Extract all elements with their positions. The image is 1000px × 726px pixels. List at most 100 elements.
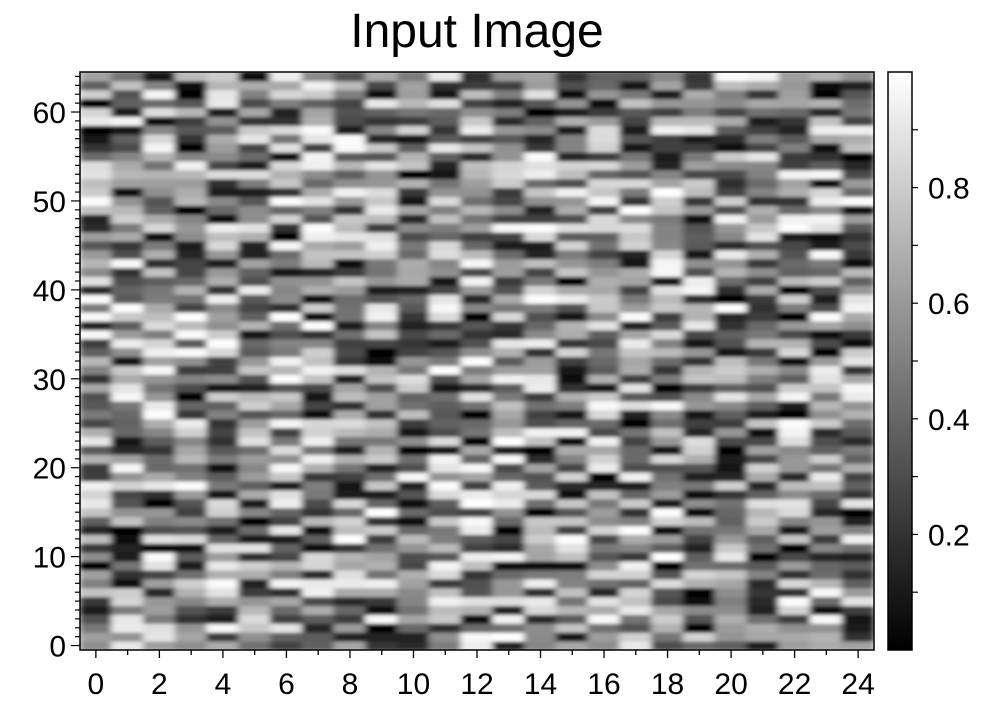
heatmap-cell xyxy=(587,427,621,438)
heatmap-cell xyxy=(143,622,176,633)
heatmap-cell xyxy=(143,471,176,482)
heatmap-cell xyxy=(746,293,780,304)
heatmap-cell xyxy=(143,151,176,162)
heatmap-cell xyxy=(682,533,716,544)
colorbar-tick-label: 0.4 xyxy=(928,404,970,437)
heatmap-cell xyxy=(174,293,208,304)
heatmap-cell xyxy=(555,187,589,197)
heatmap-cell xyxy=(333,204,367,215)
heatmap-cell xyxy=(80,578,113,589)
heatmap-cell xyxy=(365,204,399,215)
heatmap-cell xyxy=(682,560,716,571)
heatmap-cell xyxy=(238,284,272,295)
heatmap-cell xyxy=(587,551,621,562)
heatmap-cell xyxy=(778,89,811,100)
heatmap-cell xyxy=(80,204,113,215)
heatmap-cell xyxy=(301,222,335,233)
heatmap-cell xyxy=(111,160,145,171)
heatmap-cell xyxy=(270,80,303,91)
heatmap-cell xyxy=(206,569,240,580)
heatmap-cell xyxy=(714,444,748,455)
heatmap-cell xyxy=(428,249,462,260)
heatmap-cell xyxy=(587,525,621,535)
y-tick-label: 10 xyxy=(33,542,66,575)
heatmap-cell xyxy=(206,187,240,197)
heatmap-cell xyxy=(841,489,874,500)
heatmap-cell xyxy=(111,605,145,615)
heatmap-cell xyxy=(397,516,430,527)
heatmap-cell xyxy=(524,276,557,286)
heatmap-cell xyxy=(619,462,653,473)
heatmap-cell xyxy=(524,133,557,144)
heatmap-cell xyxy=(809,231,843,242)
heatmap-cell xyxy=(555,436,589,446)
heatmap-cell xyxy=(111,169,145,180)
heatmap-cell xyxy=(365,89,399,100)
heatmap-cell xyxy=(397,409,430,420)
heatmap-cell xyxy=(365,640,399,650)
heatmap-cell xyxy=(555,151,589,162)
heatmap-cell xyxy=(492,480,526,491)
heatmap-cell xyxy=(428,533,462,544)
x-tick-label: 0 xyxy=(88,668,105,701)
heatmap-cell xyxy=(238,507,272,518)
heatmap-cell xyxy=(460,605,494,615)
heatmap-cell xyxy=(841,258,874,269)
heatmap-cell xyxy=(174,453,208,464)
heatmap-cell xyxy=(651,373,684,384)
heatmap-cell xyxy=(238,436,272,446)
heatmap-cell xyxy=(492,160,526,171)
heatmap-cell xyxy=(365,98,399,109)
heatmap-cell xyxy=(746,187,780,197)
heatmap-cell xyxy=(746,533,780,544)
heatmap-cell xyxy=(492,605,526,615)
heatmap-cell xyxy=(778,187,811,197)
heatmap-cell xyxy=(460,533,494,544)
heatmap-cell xyxy=(174,284,208,295)
heatmap-cell xyxy=(524,436,557,446)
heatmap-cell xyxy=(301,391,335,402)
heatmap-cell xyxy=(301,347,335,358)
heatmap-cell xyxy=(714,507,748,518)
heatmap-cell xyxy=(492,107,526,117)
heatmap-cell xyxy=(238,276,272,286)
heatmap-cell xyxy=(682,258,716,269)
heatmap-cell xyxy=(746,72,780,82)
heatmap-cell xyxy=(841,409,874,420)
heatmap-cell xyxy=(174,373,208,384)
heatmap-cell xyxy=(365,293,399,304)
heatmap-cell xyxy=(143,569,176,580)
heatmap-cell xyxy=(238,302,272,313)
heatmap-cell xyxy=(174,578,208,589)
heatmap-cell xyxy=(714,587,748,598)
heatmap-cell xyxy=(270,462,303,473)
heatmap-cell xyxy=(841,356,874,366)
heatmap-cell xyxy=(778,596,811,607)
heatmap-cell xyxy=(587,533,621,544)
heatmap-cell xyxy=(587,444,621,455)
heatmap-cell xyxy=(270,89,303,100)
heatmap-cell xyxy=(492,302,526,313)
heatmap-cell xyxy=(714,542,748,553)
heatmap-cell xyxy=(841,231,874,242)
heatmap-cell xyxy=(492,498,526,509)
heatmap-cell xyxy=(143,507,176,518)
heatmap-cell xyxy=(301,480,335,491)
heatmap-cell xyxy=(301,462,335,473)
heatmap-cell xyxy=(301,249,335,260)
heatmap-cell xyxy=(746,231,780,242)
heatmap-cell xyxy=(460,542,494,553)
heatmap-cell xyxy=(333,418,367,429)
heatmap-cell xyxy=(746,133,780,144)
heatmap-cell xyxy=(333,525,367,535)
heatmap-cell xyxy=(143,533,176,544)
heatmap-cell xyxy=(397,240,430,251)
heatmap-cell xyxy=(270,409,303,420)
heatmap-cell xyxy=(809,356,843,366)
heatmap-cell xyxy=(206,542,240,553)
heatmap-cell xyxy=(111,542,145,553)
heatmap-cell xyxy=(397,418,430,429)
heatmap-cell xyxy=(301,418,335,429)
heatmap-cell xyxy=(111,631,145,642)
heatmap-cell xyxy=(714,320,748,331)
